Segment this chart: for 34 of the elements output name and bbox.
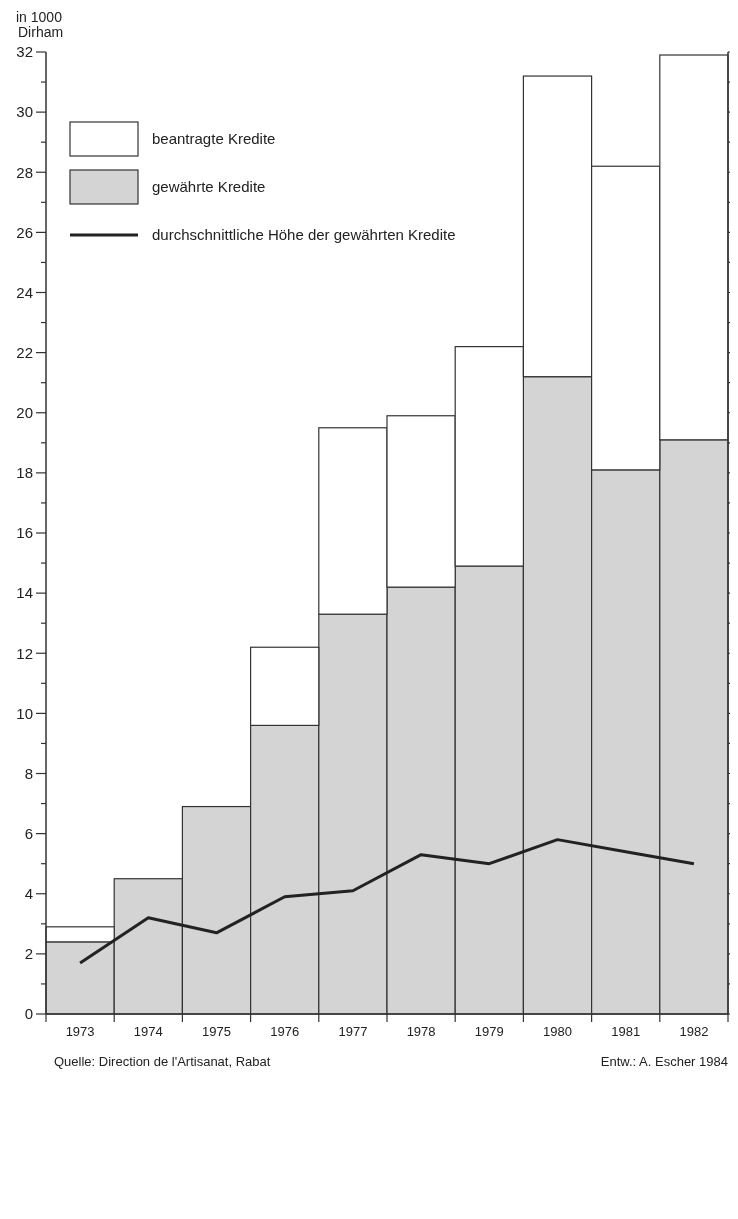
x-tick-label: 1981 — [611, 1024, 641, 1039]
y-tick-label: 24 — [16, 283, 33, 301]
source-note: Quelle: Direction de l'Artisanat, Rabat — [54, 1054, 271, 1069]
y-tick-label: 10 — [16, 704, 33, 722]
x-tick-label: 1980 — [543, 1024, 572, 1039]
x-tick-label: 1976 — [270, 1024, 300, 1039]
y-tick-label: 22 — [16, 343, 33, 361]
y-tick-label: 4 — [24, 885, 33, 902]
y-tick-label: 0 — [24, 1005, 33, 1023]
y-tick-label: 12 — [16, 644, 33, 662]
y-tick-label: 28 — [16, 163, 33, 181]
line-series — [78, 838, 696, 965]
legend-label: gewährte Kredite — [152, 178, 266, 196]
x-tick-label: 1978 — [406, 1024, 436, 1039]
y-tick-label: 18 — [16, 464, 33, 482]
x-tick-label: 1982 — [679, 1024, 709, 1039]
y-tick-label: 30 — [16, 103, 33, 121]
y-tick-label: 26 — [16, 223, 33, 241]
y-tick-label: 14 — [16, 584, 33, 602]
x-tick-label: 1979 — [474, 1024, 504, 1039]
y-tick-label: 8 — [24, 764, 33, 782]
x-tick-label: 1977 — [338, 1024, 368, 1039]
x-tick-label: 1974 — [133, 1024, 163, 1039]
y-tick-label: 2 — [24, 945, 33, 963]
legend-label: beantragte Kredite — [152, 130, 276, 148]
x-tick-label: 1975 — [202, 1024, 231, 1039]
x-tick-label: 1973 — [65, 1024, 95, 1039]
y-tick-label: 20 — [16, 404, 33, 421]
y-tick-label: 16 — [16, 524, 33, 542]
y-tick-label: 32 — [16, 43, 33, 61]
y-axis-title: in 1000 Dirham — [16, 9, 64, 40]
y-tick-label: 6 — [24, 824, 33, 842]
legend-label: durchschnittliche Höhe der gewährten Kredite — [152, 226, 456, 244]
text: Entw.: A. Escher 1984 — [600, 1054, 728, 1069]
